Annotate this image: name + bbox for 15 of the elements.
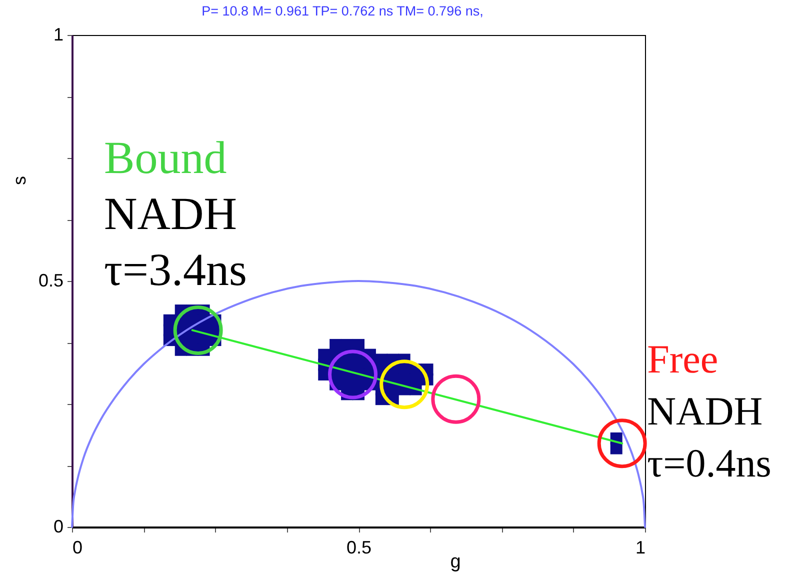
x-axis-title: g	[450, 552, 461, 572]
y-axis-title: s	[9, 176, 30, 185]
x-tick-label: 0	[72, 538, 83, 558]
text: τ=0.4ns	[647, 440, 772, 486]
y-tick-label: 0.5	[38, 270, 64, 290]
y-tick-label: 0	[53, 516, 64, 536]
chart-title: P= 10.8 M= 0.961 TP= 0.762 ns TM= 0.796 ns,	[202, 4, 484, 18]
x-tick-label: 0.5	[346, 538, 372, 558]
text: NADH	[647, 388, 763, 434]
y-tick-label: 1	[53, 24, 64, 44]
series-label: Free	[647, 336, 718, 382]
x-tick-label: 1	[635, 538, 646, 558]
annotation: τ=3.4ns	[104, 244, 247, 296]
text: Bound	[104, 132, 227, 184]
annotation: NADH	[104, 188, 237, 240]
